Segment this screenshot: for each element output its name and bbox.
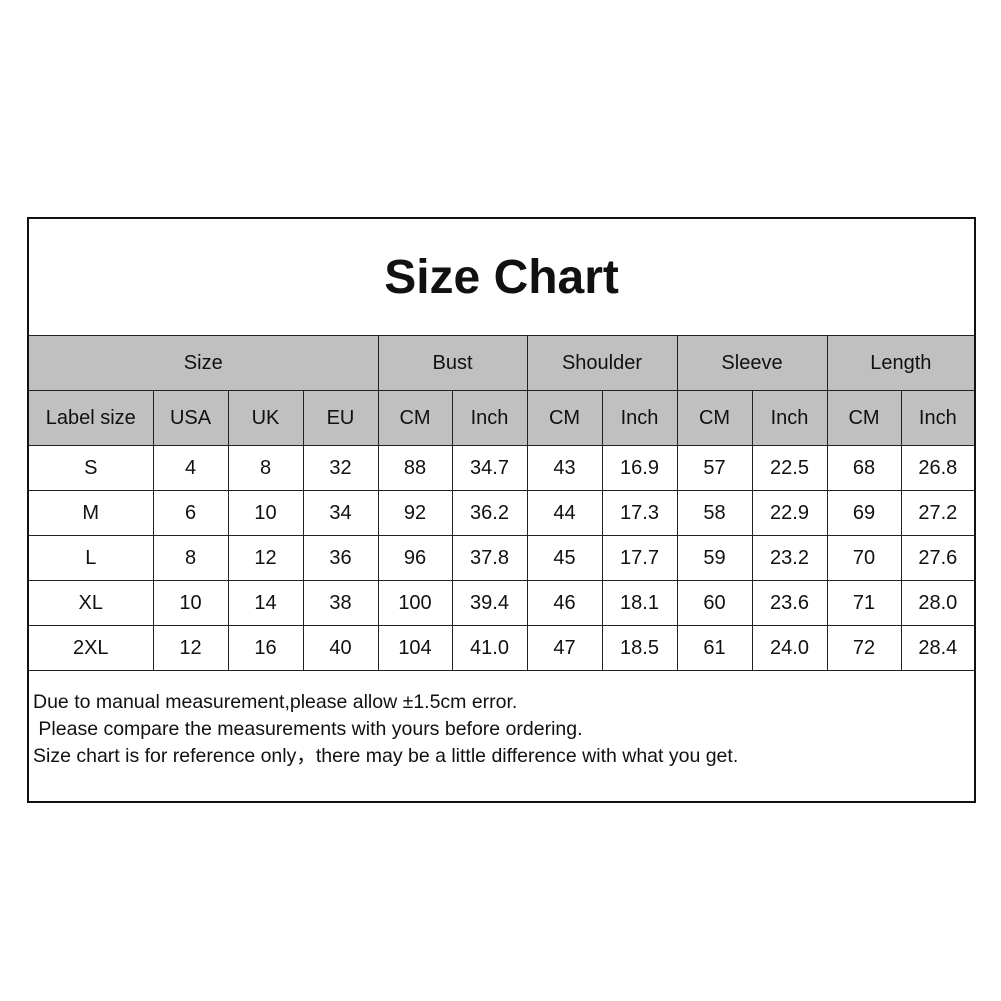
table-cell: 61 — [676, 625, 753, 671]
column-header: Label size — [27, 390, 154, 446]
header-group: Length — [826, 335, 976, 391]
table-row: L 8 12 36 96 37.8 45 17.7 59 23.2 70 27.6 — [27, 535, 976, 581]
table-cell: S — [27, 445, 154, 491]
table-cell: 10 — [152, 580, 229, 626]
table-cell: 28.0 — [900, 580, 976, 626]
table-cell: 10 — [227, 490, 304, 536]
column-header: CM — [526, 390, 603, 446]
table-cell: 23.2 — [751, 535, 828, 581]
table-cell: 24.0 — [751, 625, 828, 671]
table-cell: 39.4 — [451, 580, 528, 626]
column-header: CM — [676, 390, 753, 446]
column-header: Inch — [900, 390, 976, 446]
table-cell: 38 — [302, 580, 379, 626]
table-cell: 47 — [526, 625, 603, 671]
table-cell: 68 — [826, 445, 902, 491]
table-cell: 16 — [227, 625, 304, 671]
table-cell: 28.4 — [900, 625, 976, 671]
table-cell: 72 — [826, 625, 902, 671]
table-cell: 23.6 — [751, 580, 828, 626]
table-cell: 22.5 — [751, 445, 828, 491]
column-header: UK — [227, 390, 304, 446]
note-line: Please compare the measurements with you… — [33, 718, 583, 740]
note-line: Size chart is for reference only，there m… — [33, 745, 739, 767]
column-header: Inch — [751, 390, 828, 446]
note-line: Due to manual measurement,please allow ±… — [33, 691, 518, 713]
table-cell: 37.8 — [451, 535, 528, 581]
table-row: M 6 10 34 92 36.2 44 17.3 58 22.9 69 27.2 — [27, 490, 976, 536]
table-cell: 27.2 — [900, 490, 976, 536]
table-row: S 4 8 32 88 34.7 43 16.9 57 22.5 68 26.8 — [27, 445, 976, 491]
table-row: 2XL 12 16 40 104 41.0 47 18.5 61 24.0 72 28.4 — [27, 625, 976, 671]
table-cell: 8 — [152, 535, 229, 581]
table-row: XL 10 14 38 100 39.4 46 18.1 60 23.6 71 28.0 — [27, 580, 976, 626]
table-cell: 17.3 — [601, 490, 678, 536]
size-chart-table: Size Chart Size Bust Shoulder Sleeve Length … — [27, 217, 977, 803]
table-cell: 69 — [826, 490, 902, 536]
table-cell: XL — [27, 580, 154, 626]
table-cell: 70 — [826, 535, 902, 581]
table-cell: 57 — [676, 445, 753, 491]
table-cell: 36 — [302, 535, 379, 581]
table-cell: 92 — [377, 490, 453, 536]
table-cell: 17.7 — [601, 535, 678, 581]
table-cell: 12 — [227, 535, 304, 581]
table-cell: 36.2 — [451, 490, 528, 536]
header-group: Size — [27, 335, 379, 391]
table-cell: 71 — [826, 580, 902, 626]
table-cell: 40 — [302, 625, 379, 671]
column-header: USA — [152, 390, 229, 446]
table-cell: 44 — [526, 490, 603, 536]
table-cell: 100 — [377, 580, 453, 626]
table-cell: 4 — [152, 445, 229, 491]
table-cell: 6 — [152, 490, 229, 536]
table-cell: 96 — [377, 535, 453, 581]
table-cell: 16.9 — [601, 445, 678, 491]
column-header: Inch — [451, 390, 528, 446]
table-cell: 58 — [676, 490, 753, 536]
table-cell: M — [27, 490, 154, 536]
notes: Due to manual measurement,please allow ±… — [27, 670, 976, 803]
table-cell: 26.8 — [900, 445, 976, 491]
table-cell: 104 — [377, 625, 453, 671]
table-cell: 34 — [302, 490, 379, 536]
column-header: CM — [377, 390, 453, 446]
table-cell: 2XL — [27, 625, 154, 671]
table-cell: 88 — [377, 445, 453, 491]
table-cell: 46 — [526, 580, 603, 626]
column-header: EU — [302, 390, 379, 446]
table-cell: 18.5 — [601, 625, 678, 671]
column-header: Inch — [601, 390, 678, 446]
table-cell: 14 — [227, 580, 304, 626]
page-title: Size Chart — [27, 217, 976, 336]
header-group: Bust — [377, 335, 528, 391]
table-cell: 8 — [227, 445, 304, 491]
table-cell: 22.9 — [751, 490, 828, 536]
table-cell: 43 — [526, 445, 603, 491]
table-cell: 18.1 — [601, 580, 678, 626]
table-cell: 41.0 — [451, 625, 528, 671]
column-header: CM — [826, 390, 902, 446]
table-cell: 45 — [526, 535, 603, 581]
table-cell: L — [27, 535, 154, 581]
table-cell: 60 — [676, 580, 753, 626]
table-cell: 12 — [152, 625, 229, 671]
table-cell: 27.6 — [900, 535, 976, 581]
table-cell: 59 — [676, 535, 753, 581]
header-group: Sleeve — [676, 335, 828, 391]
table-cell: 34.7 — [451, 445, 528, 491]
header-group: Shoulder — [526, 335, 678, 391]
table-cell: 32 — [302, 445, 379, 491]
